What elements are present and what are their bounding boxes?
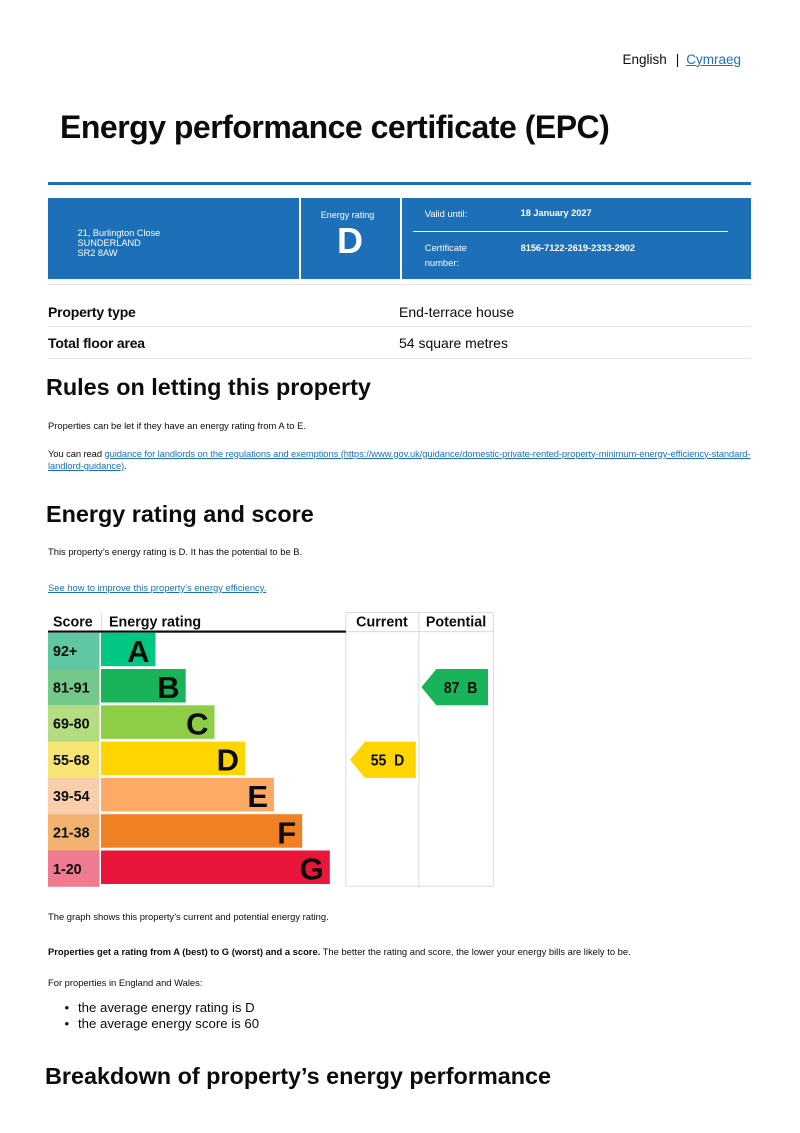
svg-text:92+: 92+: [53, 644, 77, 660]
svg-text:69-80: 69-80: [53, 717, 90, 733]
svg-text:Current: Current: [356, 615, 408, 631]
svg-text:G: G: [300, 852, 324, 887]
svg-text:39-54: 39-54: [53, 789, 90, 805]
svg-text:F: F: [277, 815, 296, 850]
svg-text:1-20: 1-20: [53, 862, 82, 878]
svg-text:81-91: 81-91: [53, 680, 90, 696]
svg-text:87 B: 87 B: [444, 680, 478, 697]
svg-text:Energy rating: Energy rating: [109, 615, 201, 631]
svg-text:21-38: 21-38: [53, 826, 90, 842]
svg-text:B: B: [157, 670, 179, 705]
svg-text:D: D: [217, 743, 239, 778]
svg-text:E: E: [247, 779, 268, 814]
svg-text:55-68: 55-68: [53, 753, 90, 769]
svg-text:C: C: [186, 706, 208, 741]
svg-text:A: A: [127, 634, 149, 669]
svg-text:Score: Score: [53, 615, 93, 631]
svg-text:Potential: Potential: [426, 615, 486, 631]
svg-text:55 D: 55 D: [371, 753, 405, 770]
